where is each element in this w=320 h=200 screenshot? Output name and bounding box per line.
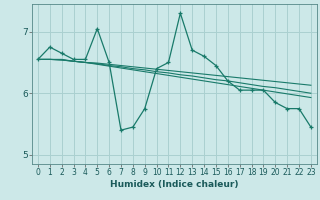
- X-axis label: Humidex (Indice chaleur): Humidex (Indice chaleur): [110, 180, 239, 189]
